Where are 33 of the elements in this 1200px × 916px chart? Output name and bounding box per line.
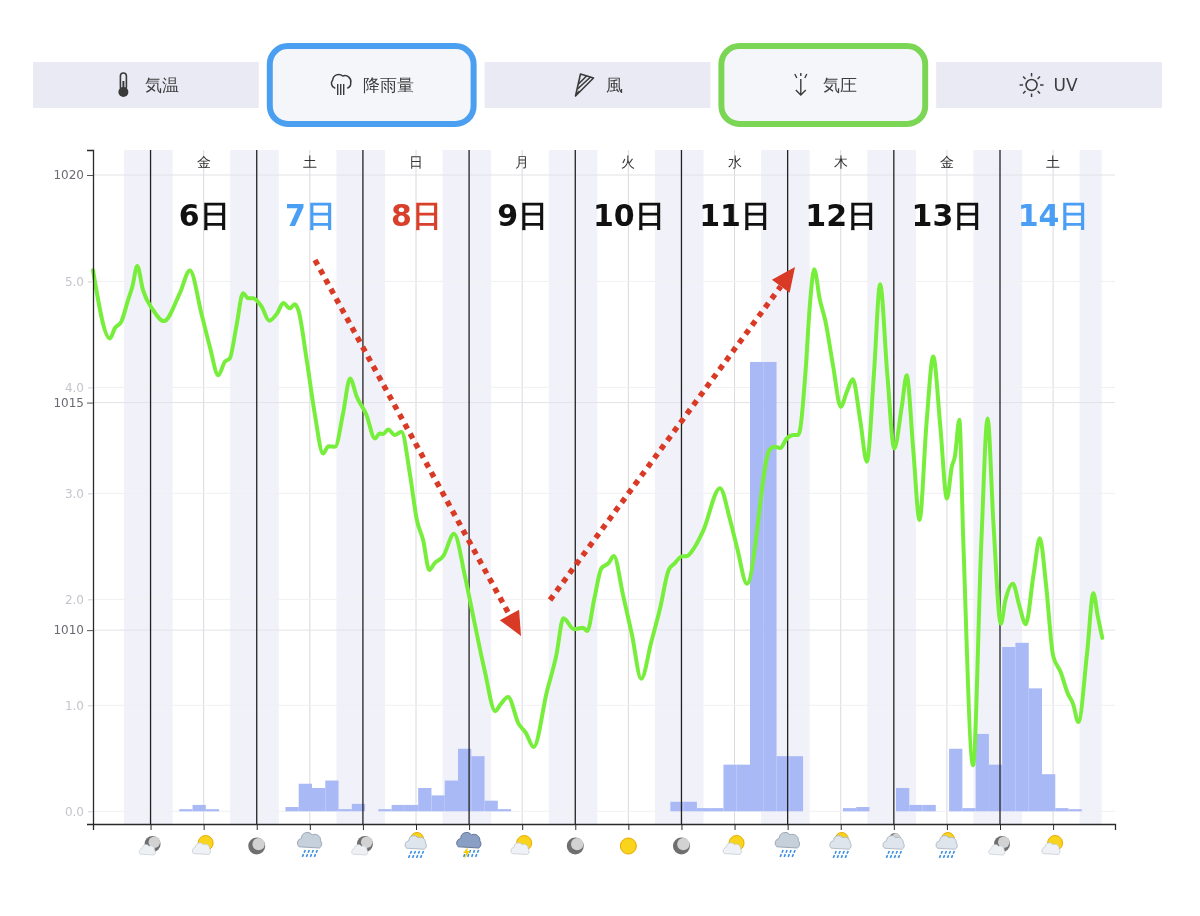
y-tick-label: 1020 [53, 168, 84, 183]
x-tick-label: 10日 [592, 198, 665, 233]
annotation: 土 [1046, 154, 1061, 170]
x-tick-label: 13日 [911, 198, 984, 233]
annotation: 金 [196, 154, 211, 170]
annotation: 土 [302, 154, 317, 170]
annotation: 日 [409, 154, 424, 170]
text: 気圧 [822, 75, 857, 95]
y2-tick-label: 4.0 [64, 380, 84, 395]
y2-tick-label: 1.0 [64, 698, 84, 713]
annotation: 木 [833, 154, 848, 170]
y-tick-label: 1015 [53, 395, 84, 410]
y2-tick-label: 2.0 [64, 592, 84, 607]
x-tick-label: 14日 [1017, 198, 1090, 233]
x-tick-label: 11日 [699, 198, 771, 233]
annotation: 水 [727, 154, 742, 170]
annotation: 金 [939, 154, 954, 170]
text: 気温 [145, 75, 180, 95]
x-tick-label: 6日 [178, 198, 230, 233]
text: 降雨量 [362, 75, 414, 95]
line-series [91, 264, 1105, 768]
y-tick-label: 1010 [53, 623, 84, 638]
y2-tick-label: 5.0 [64, 274, 84, 289]
x-tick-label: 9日 [497, 198, 549, 233]
x-tick-label: 12日 [805, 198, 878, 233]
text: UV [1053, 75, 1078, 95]
y2-tick-label: 3.0 [64, 486, 84, 501]
x-tick-label: 8日 [391, 198, 442, 233]
annotation: 月 [515, 154, 530, 170]
x-tick-label: 7日 [284, 198, 336, 233]
y2-tick-label: 0.0 [64, 804, 84, 819]
annotation: 火 [621, 154, 636, 170]
text: 風 [605, 75, 623, 95]
